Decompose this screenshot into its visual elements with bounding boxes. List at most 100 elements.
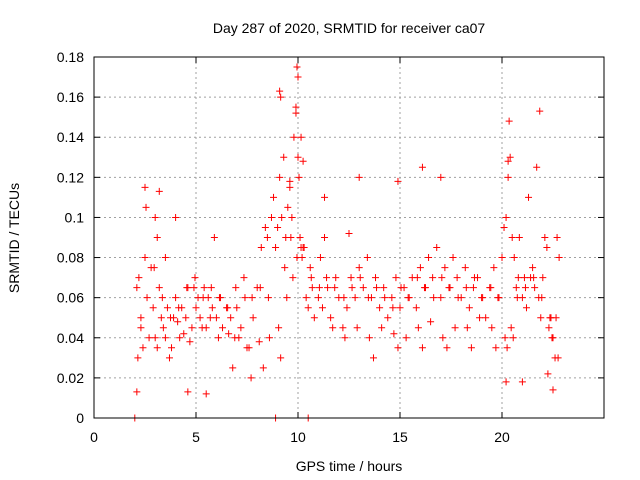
data-point — [306, 264, 314, 272]
data-point — [505, 117, 513, 125]
data-point — [155, 284, 163, 292]
data-point — [324, 284, 332, 292]
data-point — [277, 93, 285, 101]
data-point — [396, 304, 404, 312]
data-point — [276, 87, 284, 95]
data-point — [248, 294, 256, 302]
data-point — [521, 284, 529, 292]
y-axis-label: SRMTID / TECUs — [6, 183, 22, 293]
data-point — [438, 274, 446, 282]
data-point — [476, 314, 484, 322]
data-point — [449, 254, 457, 262]
data-point — [469, 284, 477, 292]
data-point — [191, 274, 199, 282]
data-point — [294, 73, 302, 81]
data-point — [390, 330, 398, 338]
data-point — [229, 364, 237, 372]
data-point — [339, 324, 347, 332]
data-point — [454, 294, 462, 302]
y-tick-label: 0.06 — [57, 290, 84, 306]
data-point — [176, 334, 184, 342]
data-point — [141, 254, 149, 262]
data-point — [394, 177, 402, 185]
data-point — [315, 284, 323, 292]
data-point — [394, 344, 402, 352]
data-point — [389, 304, 397, 312]
x-axis-label: GPS time / hours — [296, 458, 403, 474]
axis-ticks: 0 0.02 0.04 0.06 0.08 0.1 0.12 0.14 0.16 0.18 0 5 10… — [57, 49, 604, 445]
data-point — [255, 338, 263, 346]
data-point — [345, 229, 353, 237]
data-point — [329, 324, 337, 332]
data-point — [184, 388, 192, 396]
data-point — [275, 324, 283, 332]
data-point — [402, 334, 410, 342]
data-point — [327, 314, 335, 322]
data-point — [533, 163, 541, 171]
data-point — [512, 284, 520, 292]
data-point — [215, 294, 223, 302]
y-tick-label: 0.12 — [57, 169, 84, 185]
data-point — [259, 364, 267, 372]
data-point — [553, 234, 561, 241]
data-point — [514, 274, 522, 282]
data-point — [199, 294, 207, 302]
data-point — [539, 274, 547, 282]
data-point — [332, 274, 340, 282]
data-point — [529, 264, 537, 272]
data-point — [137, 314, 145, 322]
data-point — [418, 344, 426, 352]
data-point — [522, 304, 530, 312]
data-point — [498, 254, 506, 262]
data-point — [500, 223, 508, 231]
data-point — [412, 304, 420, 312]
data-point — [247, 374, 255, 382]
data-point — [241, 294, 249, 302]
data-point — [155, 187, 163, 195]
data-point — [139, 344, 147, 352]
data-point — [249, 314, 257, 322]
data-point — [359, 284, 367, 292]
y-tick-label: 0.16 — [57, 89, 84, 105]
data-point — [369, 354, 377, 362]
data-point — [284, 203, 292, 211]
data-point — [314, 294, 322, 302]
data-point — [243, 344, 251, 352]
data-point — [264, 294, 272, 302]
data-point — [281, 264, 289, 272]
data-point — [340, 294, 348, 302]
data-point — [502, 378, 510, 386]
data-point — [283, 294, 291, 302]
data-point — [353, 324, 361, 332]
data-point — [153, 234, 161, 241]
data-point — [541, 234, 549, 241]
data-point — [207, 284, 215, 292]
y-tick-label: 0.08 — [57, 250, 84, 266]
x-tick-label: 15 — [392, 429, 408, 445]
plot-frame — [93, 56, 605, 419]
data-point — [212, 314, 220, 322]
data-point — [552, 314, 560, 322]
data-point — [372, 274, 380, 282]
data-point — [263, 234, 271, 241]
data-point — [196, 314, 204, 322]
data-point — [376, 304, 384, 312]
data-point — [520, 274, 528, 282]
data-point — [174, 318, 182, 326]
data-point — [453, 274, 461, 282]
data-point — [549, 386, 557, 394]
data-point — [545, 324, 553, 332]
data-point — [287, 234, 295, 241]
data-point — [508, 234, 516, 241]
data-point — [257, 244, 265, 252]
data-point — [515, 234, 523, 241]
data-point — [240, 274, 248, 282]
data-point — [200, 284, 208, 292]
data-point — [321, 193, 329, 201]
data-point — [294, 153, 302, 161]
y-tick-label: 0.1 — [65, 209, 85, 225]
data-point — [261, 223, 269, 231]
data-point — [364, 294, 372, 302]
data-point — [133, 284, 141, 292]
